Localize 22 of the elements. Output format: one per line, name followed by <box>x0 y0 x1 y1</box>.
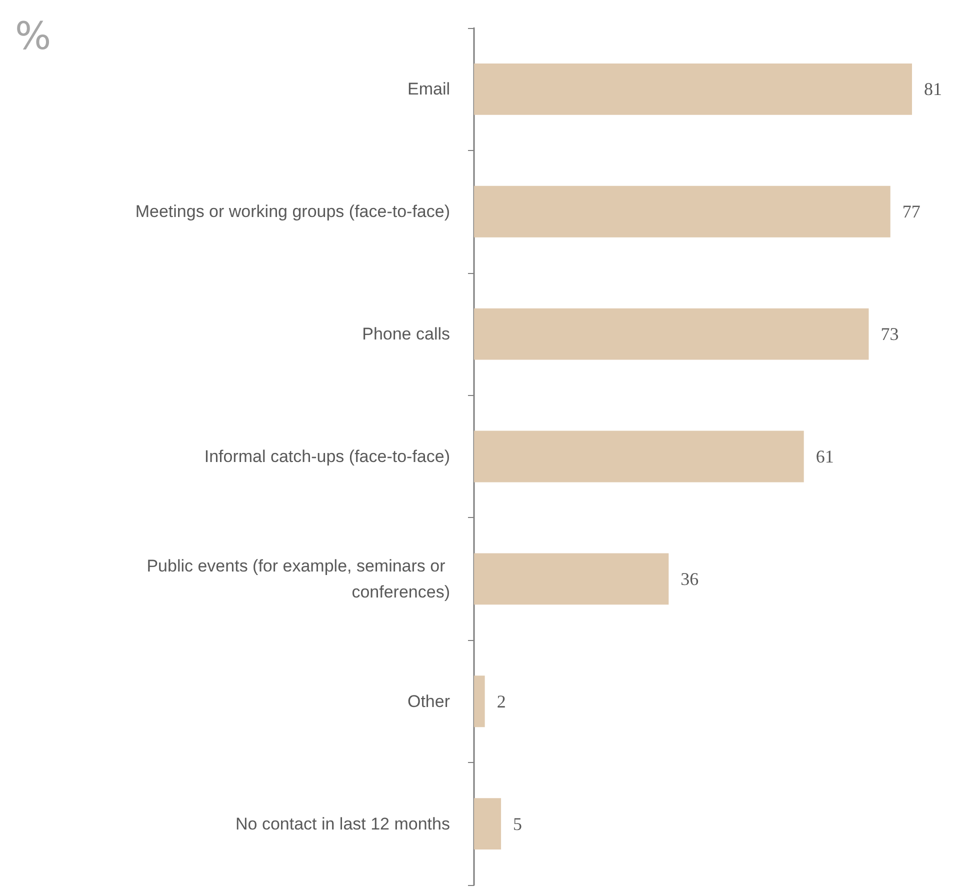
y-tick-label: Informal catch-ups (face-to-face) <box>204 447 450 466</box>
data-label: 81 <box>924 79 942 100</box>
bar <box>474 64 912 115</box>
data-label: 73 <box>880 324 899 344</box>
data-label: 36 <box>680 568 699 589</box>
y-tick-label: No contact in last 12 months <box>235 814 450 834</box>
data-label: 5 <box>513 814 522 834</box>
y-tick-label: Phone calls <box>362 324 450 344</box>
text: % <box>15 14 52 58</box>
bar <box>474 676 485 728</box>
data-label: 77 <box>902 202 920 222</box>
data-label: 2 <box>496 691 506 712</box>
y-tick-label: Other <box>407 692 450 711</box>
bar <box>474 186 890 238</box>
y-tick-label: Public events (for example, seminars or conferences) <box>146 556 450 602</box>
data-label: 61 <box>816 446 834 466</box>
bar <box>474 308 869 360</box>
y-tick-label: Meetings or working groups (face-to-face) <box>135 202 450 222</box>
y-tick-label: Email <box>407 80 450 99</box>
bar <box>474 798 502 850</box>
bar <box>474 430 804 482</box>
bar <box>474 553 669 605</box>
